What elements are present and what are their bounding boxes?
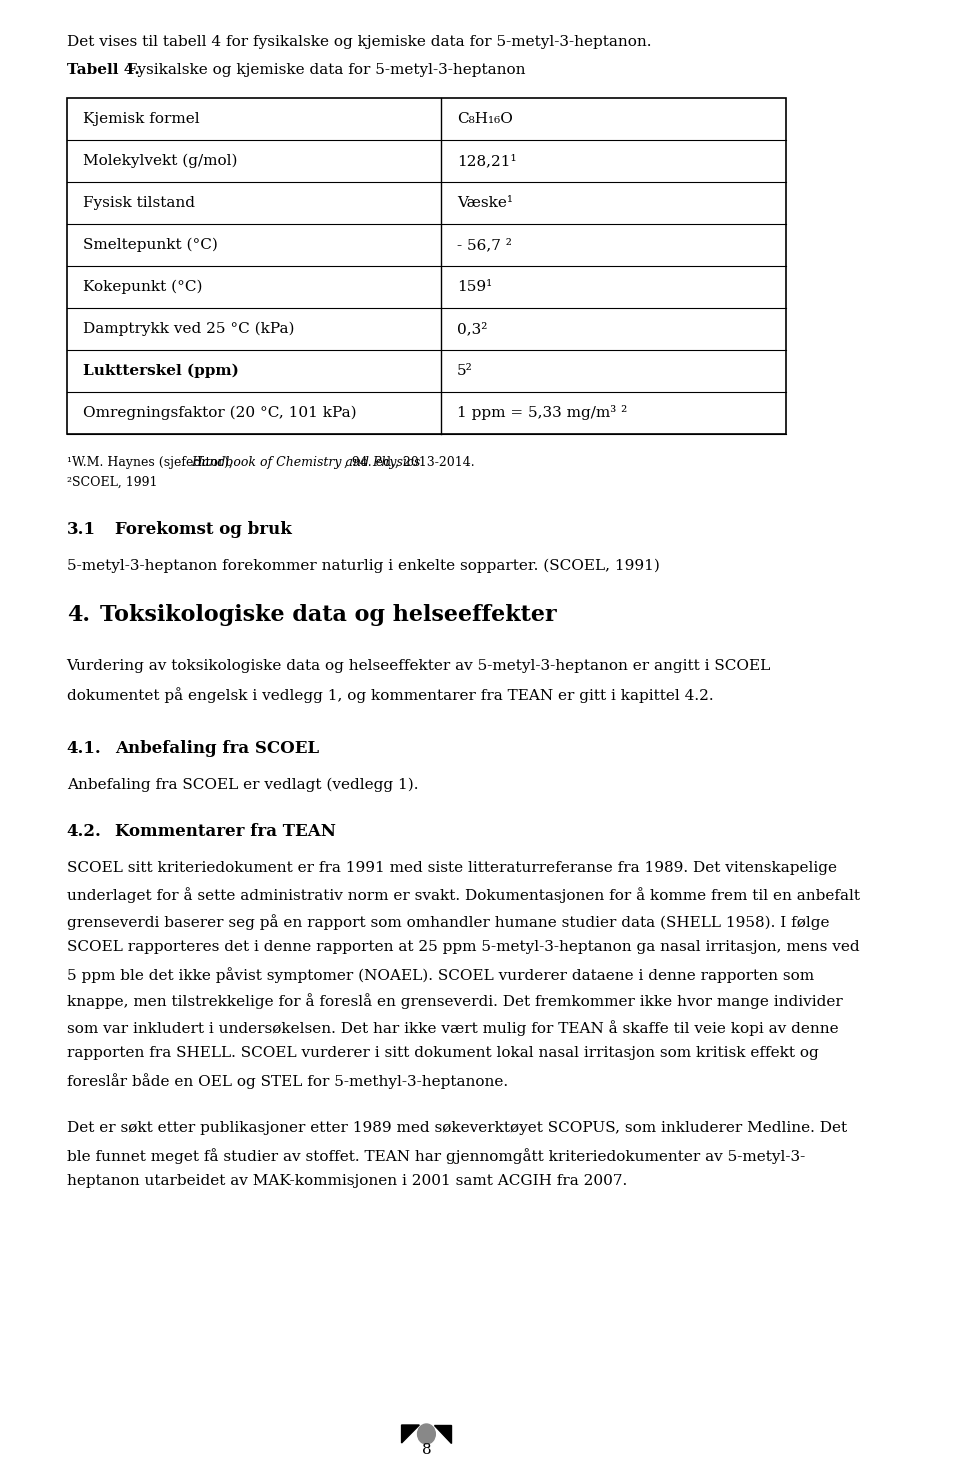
Text: heptanon utarbeidet av MAK-kommisjonen i 2001 samt ACGIH fra 2007.: heptanon utarbeidet av MAK-kommisjonen i…	[66, 1175, 627, 1189]
Text: foreslår både en OEL og STEL for 5-methyl-3-heptanone.: foreslår både en OEL og STEL for 5-methy…	[66, 1073, 508, 1089]
Text: C₈H₁₆O: C₈H₁₆O	[457, 113, 513, 126]
Text: dokumentet på engelsk i vedlegg 1, og kommentarer fra TEAN er gitt i kapittel 4.: dokumentet på engelsk i vedlegg 1, og ko…	[66, 688, 713, 702]
Text: underlaget for å sette administrativ norm er svakt. Dokumentasjonen for å komme : underlaget for å sette administrativ nor…	[66, 888, 859, 904]
Text: , 94. ed., 2013-2014.: , 94. ed., 2013-2014.	[344, 456, 474, 468]
Text: SCOEL sitt kriteriedokument er fra 1991 med siste litteraturreferanse fra 1989. : SCOEL sitt kriteriedokument er fra 1991 …	[66, 861, 836, 874]
Text: - 56,7 ²: - 56,7 ²	[457, 239, 512, 252]
Text: Vurdering av toksikologiske data og helseeffekter av 5-metyl-3-heptanon er angit: Vurdering av toksikologiske data og hels…	[66, 659, 771, 673]
Text: Omregningsfaktor (20 °C, 101 kPa): Omregningsfaktor (20 °C, 101 kPa)	[83, 406, 356, 421]
Text: Molekylvekt (g/mol): Molekylvekt (g/mol)	[83, 154, 237, 167]
Text: Væske¹: Væske¹	[457, 196, 513, 210]
Text: Det vises til tabell 4 for fysikalske og kjemiske data for 5-metyl-3-heptanon.: Det vises til tabell 4 for fysikalske og…	[66, 36, 651, 49]
Text: ble funnet meget få studier av stoffet. TEAN har gjennomgått kriteriedokumenter : ble funnet meget få studier av stoffet. …	[66, 1149, 804, 1163]
Text: Smeltepunkt (°C): Smeltepunkt (°C)	[83, 237, 218, 252]
Text: knappe, men tilstrekkelige for å foreslå en grenseverdi. Det fremkommer ikke hvo: knappe, men tilstrekkelige for å foreslå…	[66, 993, 842, 1009]
Text: 5-metyl-3-heptanon forekommer naturlig i enkelte sopparter. (SCOEL, 1991): 5-metyl-3-heptanon forekommer naturlig i…	[66, 559, 660, 574]
Text: Anbefaling fra SCOEL er vedlagt (vedlegg 1).: Anbefaling fra SCOEL er vedlagt (vedlegg…	[66, 778, 419, 793]
Text: Fysikalske og kjemiske data for 5-metyl-3-heptanon: Fysikalske og kjemiske data for 5-metyl-…	[122, 64, 525, 77]
Text: ²SCOEL, 1991: ²SCOEL, 1991	[66, 476, 157, 489]
Text: 0,3²: 0,3²	[457, 322, 487, 336]
Text: Handbook of Chemistry and Physics: Handbook of Chemistry and Physics	[191, 456, 420, 468]
Text: Damptrykk ved 25 °C (kPa): Damptrykk ved 25 °C (kPa)	[83, 322, 294, 336]
Text: Kommentarer fra TEAN: Kommentarer fra TEAN	[115, 823, 336, 840]
Text: som var inkludert i undersøkelsen. Det har ikke vært mulig for TEAN å skaffe til: som var inkludert i undersøkelsen. Det h…	[66, 1020, 838, 1036]
Text: 1 ppm = 5,33 mg/m³ ²: 1 ppm = 5,33 mg/m³ ²	[457, 406, 627, 421]
Text: ¹W.M. Haynes (sjefeditor),: ¹W.M. Haynes (sjefeditor),	[66, 456, 236, 468]
Text: grenseverdi baserer seg på en rapport som omhandler humane studier data (SHELL 1: grenseverdi baserer seg på en rapport so…	[66, 914, 829, 929]
Text: Kjemisk formel: Kjemisk formel	[83, 113, 200, 126]
Text: 128,21¹: 128,21¹	[457, 154, 516, 167]
Text: rapporten fra SHELL. SCOEL vurderer i sitt dokument lokal nasal irritasjon som k: rapporten fra SHELL. SCOEL vurderer i si…	[66, 1046, 818, 1061]
Circle shape	[418, 1424, 435, 1443]
Text: SCOEL rapporteres det i denne rapporten at 25 ppm 5-metyl-3-heptanon ga nasal ir: SCOEL rapporteres det i denne rapporten …	[66, 941, 859, 954]
Text: Fysisk tilstand: Fysisk tilstand	[83, 196, 195, 210]
Text: Toksikologiske data og helseeffekter: Toksikologiske data og helseeffekter	[101, 605, 557, 625]
Text: 3.1: 3.1	[66, 522, 96, 538]
Polygon shape	[401, 1426, 420, 1443]
Text: 5²: 5²	[457, 365, 472, 378]
Text: Luktterskel (ppm): Luktterskel (ppm)	[83, 363, 238, 378]
Polygon shape	[434, 1426, 451, 1443]
Text: 4.: 4.	[66, 605, 89, 625]
Text: 5 ppm ble det ikke påvist symptomer (NOAEL). SCOEL vurderer dataene i denne rapp: 5 ppm ble det ikke påvist symptomer (NOA…	[66, 966, 814, 983]
Text: 4.1.: 4.1.	[66, 740, 102, 757]
Text: Forekomst og bruk: Forekomst og bruk	[115, 522, 293, 538]
Text: Tabell 4.: Tabell 4.	[66, 64, 139, 77]
Text: Kokepunkt (°C): Kokepunkt (°C)	[83, 280, 203, 295]
Text: Det er søkt etter publikasjoner etter 1989 med søkeverktøyet SCOPUS, som inklude: Det er søkt etter publikasjoner etter 19…	[66, 1122, 847, 1135]
Text: Anbefaling fra SCOEL: Anbefaling fra SCOEL	[115, 740, 320, 757]
Text: 4.2.: 4.2.	[66, 823, 102, 840]
Text: 159¹: 159¹	[457, 280, 492, 293]
Bar	[66, 98, 786, 434]
Text: 8: 8	[421, 1443, 431, 1457]
